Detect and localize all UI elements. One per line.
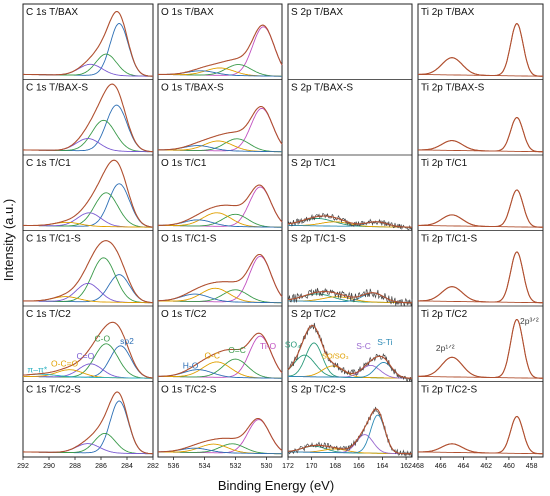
raw-spectrum xyxy=(287,287,413,307)
peak-annotation: sp2 xyxy=(120,336,134,346)
envelope-curve xyxy=(158,332,283,377)
peak-annotation: O-C=O xyxy=(51,359,79,369)
envelope-curve xyxy=(158,105,283,151)
x-tick-label: 168 xyxy=(329,463,341,470)
x-axis-title: Binding Energy (eV) xyxy=(218,478,334,493)
panel-label: O 1s T/C2-S xyxy=(161,385,217,396)
envelope-curve xyxy=(287,324,412,379)
panel-label: S 2p T/BAX xyxy=(291,7,343,18)
peak-annotation: SO₄ xyxy=(285,340,301,350)
peak-annotation: SO/SO₃ xyxy=(322,352,349,361)
x-tick-label: 468 xyxy=(412,463,424,470)
envelope-curve xyxy=(158,253,283,302)
peak-annotation: H-O xyxy=(183,360,199,370)
envelope-curve xyxy=(23,11,153,77)
panel-label: S 2p T/C1 xyxy=(291,158,336,169)
envelope-curve xyxy=(418,117,544,153)
x-tick-label: 532 xyxy=(230,463,242,470)
peak-annotation: O=C xyxy=(228,345,246,355)
peak-annotation: π–π* xyxy=(27,365,47,375)
panel-label: S 2p T/C2-S xyxy=(291,385,346,396)
envelope-curve xyxy=(158,24,283,75)
panel-label: Ti 2p T/C2 xyxy=(421,309,468,320)
envelope-curve xyxy=(22,321,154,379)
x-tick-label: 166 xyxy=(353,463,365,470)
panel-label: C 1s T/C2 xyxy=(26,309,71,320)
x-tick-label: 534 xyxy=(199,463,211,470)
peak-annotation: S-C xyxy=(356,341,371,351)
envelope-curve xyxy=(158,184,283,226)
x-tick-label: 462 xyxy=(480,463,492,470)
envelope-curve xyxy=(23,83,154,153)
panel-label: O 1s T/C1 xyxy=(161,158,207,169)
panel-label: C 1s T/C1 xyxy=(26,158,71,169)
panel-label: Ti 2p T/C2-S xyxy=(421,385,477,396)
panel-label: Ti 2p T/C1-S xyxy=(421,234,477,245)
x-tick-label: 466 xyxy=(435,463,447,470)
envelope-curve xyxy=(418,319,544,379)
x-tick-label: 464 xyxy=(458,463,470,470)
peak-annotation: O-C xyxy=(204,351,220,361)
envelope-curve xyxy=(23,391,153,455)
panel-label: Ti 2p T/BAX xyxy=(421,7,475,18)
x-tick-label: 290 xyxy=(43,463,55,470)
y-axis-title: Intensity (a.u.) xyxy=(1,199,16,281)
panel-label: O 1s T/BAX-S xyxy=(161,83,224,94)
panel-label: S 2p T/C1-S xyxy=(291,234,346,245)
x-tick-label: 286 xyxy=(95,463,107,470)
envelope-curve xyxy=(418,415,544,455)
x-tick-label: 530 xyxy=(261,463,273,470)
panel-label: S 2p T/C2 xyxy=(291,309,336,320)
envelope-curve xyxy=(287,215,413,228)
x-tick-label: 536 xyxy=(168,463,180,470)
x-tick-label: 460 xyxy=(503,463,515,470)
peak-annotation: 2p¹ᐟ² xyxy=(436,343,455,353)
x-tick-label: 172 xyxy=(282,463,294,470)
x-tick-label: 282 xyxy=(147,463,159,470)
envelope-curve xyxy=(158,417,283,453)
envelope-curve xyxy=(418,189,544,228)
x-tick-label: 292 xyxy=(17,463,29,470)
envelope-curve xyxy=(23,240,153,304)
x-tick-label: 284 xyxy=(121,463,133,470)
component-peak xyxy=(288,221,412,228)
envelope-curve xyxy=(418,251,544,304)
x-tick-label: 458 xyxy=(526,463,538,470)
panel-label: Ti 2p T/BAX-S xyxy=(421,83,485,94)
peak-annotation: 2p³ᐟ² xyxy=(520,316,539,326)
panel-label: C 1s T/BAX-S xyxy=(26,83,88,94)
peak-annotation: C-O xyxy=(95,333,111,343)
panel-label: C 1s T/C2-S xyxy=(26,385,81,396)
envelope-curve xyxy=(287,291,413,304)
envelope-curve xyxy=(287,408,412,455)
panel-label: C 1s T/BAX xyxy=(26,7,78,18)
peak-annotation: C=O xyxy=(77,351,95,361)
component-peak xyxy=(22,373,153,379)
envelope-curve xyxy=(23,159,153,228)
x-tick-label: 288 xyxy=(69,463,81,470)
panel-label: O 1s T/BAX xyxy=(161,7,214,18)
peak-annotation: Ti-O xyxy=(260,341,277,351)
panel-label: Ti 2p T/C1 xyxy=(421,158,468,169)
x-tick-label: 170 xyxy=(306,463,318,470)
peak-annotation: S-Ti xyxy=(377,337,392,347)
panel-label: O 1s T/C1-S xyxy=(161,234,217,245)
panel-label: C 1s T/C1-S xyxy=(26,234,81,245)
panel-label: O 1s T/C2 xyxy=(161,309,207,320)
x-tick-label: 164 xyxy=(377,463,389,470)
panel-label: S 2p T/BAX-S xyxy=(291,83,353,94)
envelope-curve xyxy=(418,23,544,77)
panels-layer: C 1s T/BAX C 1s T/BAX-S C 1s T/C1 C 1s T/C1… xyxy=(17,3,544,470)
x-tick-label: 162 xyxy=(400,463,412,470)
